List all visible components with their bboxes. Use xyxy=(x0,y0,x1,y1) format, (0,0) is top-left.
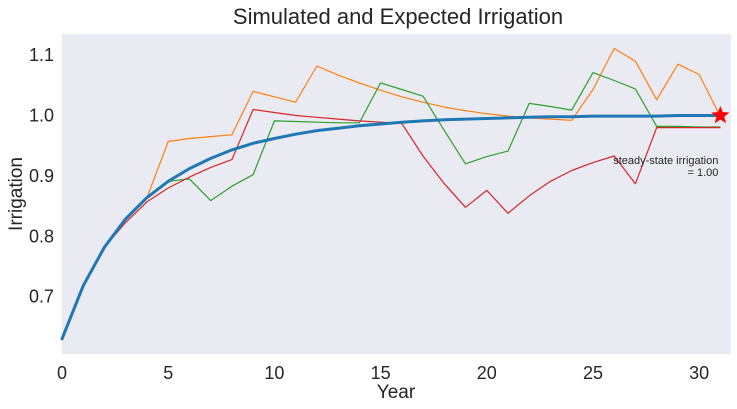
y-axis-ticks: 0.7 0.8 0.9 1.0 1.1 xyxy=(29,45,54,307)
y-axis-label: Irrigation xyxy=(6,157,27,231)
steady-state-annotation-line2: = 1.00 xyxy=(687,167,718,179)
x-axis-label: Year xyxy=(377,382,416,403)
chart-title: Simulated and Expected Irrigation xyxy=(233,4,563,29)
series-layer xyxy=(60,47,722,341)
y-tick-label: 1.1 xyxy=(29,45,54,65)
steady-state-star-marker xyxy=(711,105,730,124)
x-tick-label: 20 xyxy=(477,363,497,383)
x-tick-label: 30 xyxy=(689,363,709,383)
x-tick-label: 15 xyxy=(371,363,391,383)
y-tick-label: 0.9 xyxy=(29,166,54,186)
y-tick-label: 0.8 xyxy=(29,226,54,246)
y-tick-label: 0.7 xyxy=(29,287,54,307)
x-tick-label: 10 xyxy=(264,363,284,383)
simulated-series-line-1 xyxy=(61,47,721,340)
x-tick-label: 0 xyxy=(57,363,67,383)
marker-layer xyxy=(711,105,730,124)
y-tick-label: 1.0 xyxy=(29,106,54,126)
x-axis-ticks: 0 5 10 15 20 25 30 xyxy=(57,363,709,383)
x-tick-label: 5 xyxy=(163,363,173,383)
plot-area xyxy=(62,34,731,354)
steady-state-annotation-line1: steady-state irrigation xyxy=(613,155,718,167)
x-tick-label: 25 xyxy=(583,363,603,383)
expected-irrigation-line xyxy=(60,114,722,341)
